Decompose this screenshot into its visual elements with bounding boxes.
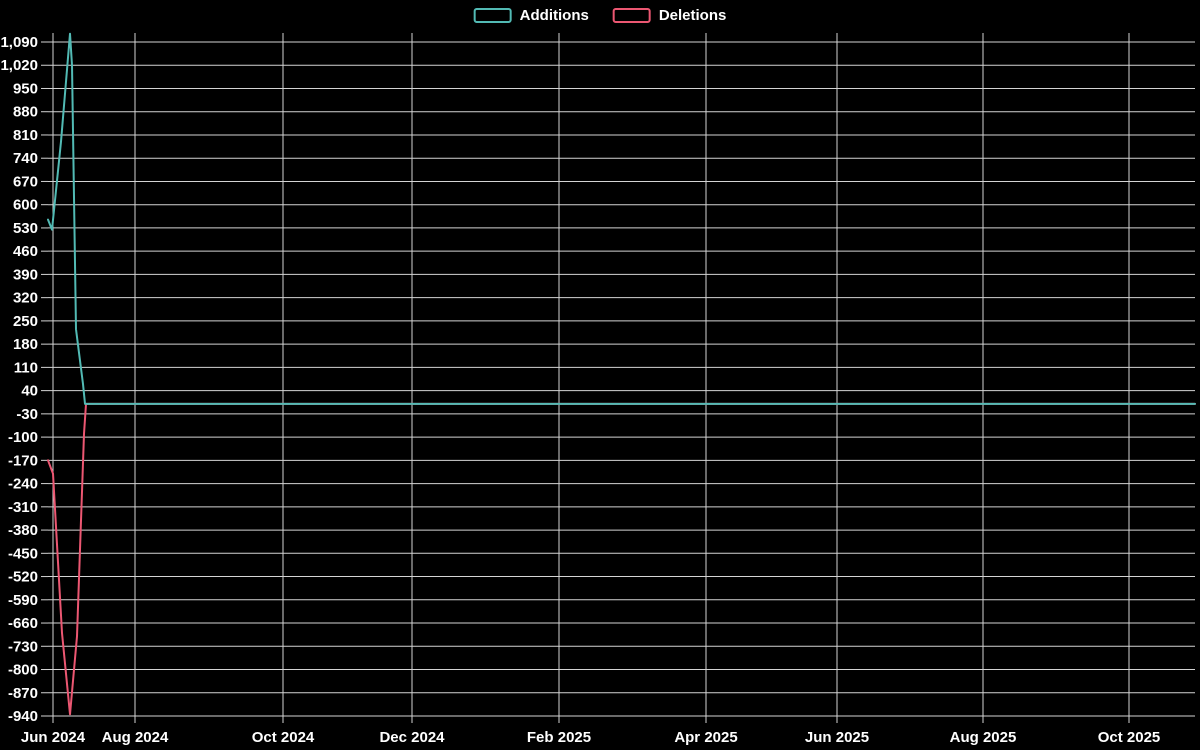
y-tick-label: -660 <box>8 615 38 632</box>
y-tick-label: 460 <box>13 243 38 260</box>
chart-legend: Additions Deletions <box>473 7 727 24</box>
y-tick-label: -800 <box>8 662 38 679</box>
y-tick-label: -170 <box>8 452 38 469</box>
legend-label-additions: Additions <box>519 7 589 24</box>
y-tick-label: 40 <box>21 383 38 400</box>
legend-item-deletions[interactable]: Deletions <box>612 7 727 24</box>
y-tick-label: -240 <box>8 476 38 493</box>
series-line-additions <box>47 32 1196 405</box>
y-tick-label: 880 <box>13 104 38 121</box>
y-tick-label: -310 <box>8 499 38 516</box>
y-tick-label: 110 <box>14 359 38 376</box>
x-tick-label: Aug 2025 <box>950 729 1017 746</box>
y-tick-label: 950 <box>13 80 38 97</box>
y-tick-label: -450 <box>8 545 38 562</box>
y-tick-label: 600 <box>13 197 38 214</box>
deletions-swatch-icon <box>612 8 651 23</box>
y-tick-label: 390 <box>13 266 38 283</box>
y-tick-label: -380 <box>8 522 38 539</box>
x-tick-label: Feb 2025 <box>527 729 591 746</box>
y-tick-label: -730 <box>8 638 38 655</box>
x-tick-label: Jun 2025 <box>805 729 869 746</box>
y-tick-label: -100 <box>8 429 38 446</box>
additions-swatch-icon <box>473 8 512 23</box>
x-tick-label: Apr 2025 <box>674 729 737 746</box>
x-tick-label: Oct 2025 <box>1098 729 1161 746</box>
legend-item-additions[interactable]: Additions <box>473 7 589 24</box>
x-tick-label: Dec 2024 <box>379 729 445 746</box>
y-tick-label: 320 <box>13 290 38 307</box>
y-tick-label: 250 <box>13 313 38 330</box>
x-tick-label: Jun 2024 <box>21 729 86 746</box>
x-tick-label: Oct 2024 <box>252 729 315 746</box>
y-tick-label: -940 <box>8 708 38 725</box>
y-tick-label: 1,020 <box>0 57 38 74</box>
y-tick-label: -520 <box>8 569 38 586</box>
plot-area[interactable] <box>48 33 1195 716</box>
series-line-deletions <box>47 402 1196 716</box>
y-tick-label: 180 <box>13 336 38 353</box>
y-tick-label: -30 <box>16 406 38 423</box>
x-tick-label: Aug 2024 <box>102 729 169 746</box>
y-tick-label: 1,090 <box>0 34 38 51</box>
y-tick-label: 530 <box>13 220 38 237</box>
y-tick-label: 670 <box>13 173 38 190</box>
y-tick-label: -870 <box>8 685 38 702</box>
legend-label-deletions: Deletions <box>658 7 727 24</box>
y-tick-label: 810 <box>13 127 38 144</box>
y-tick-label: -590 <box>8 592 38 609</box>
y-tick-label: 740 <box>13 150 38 167</box>
